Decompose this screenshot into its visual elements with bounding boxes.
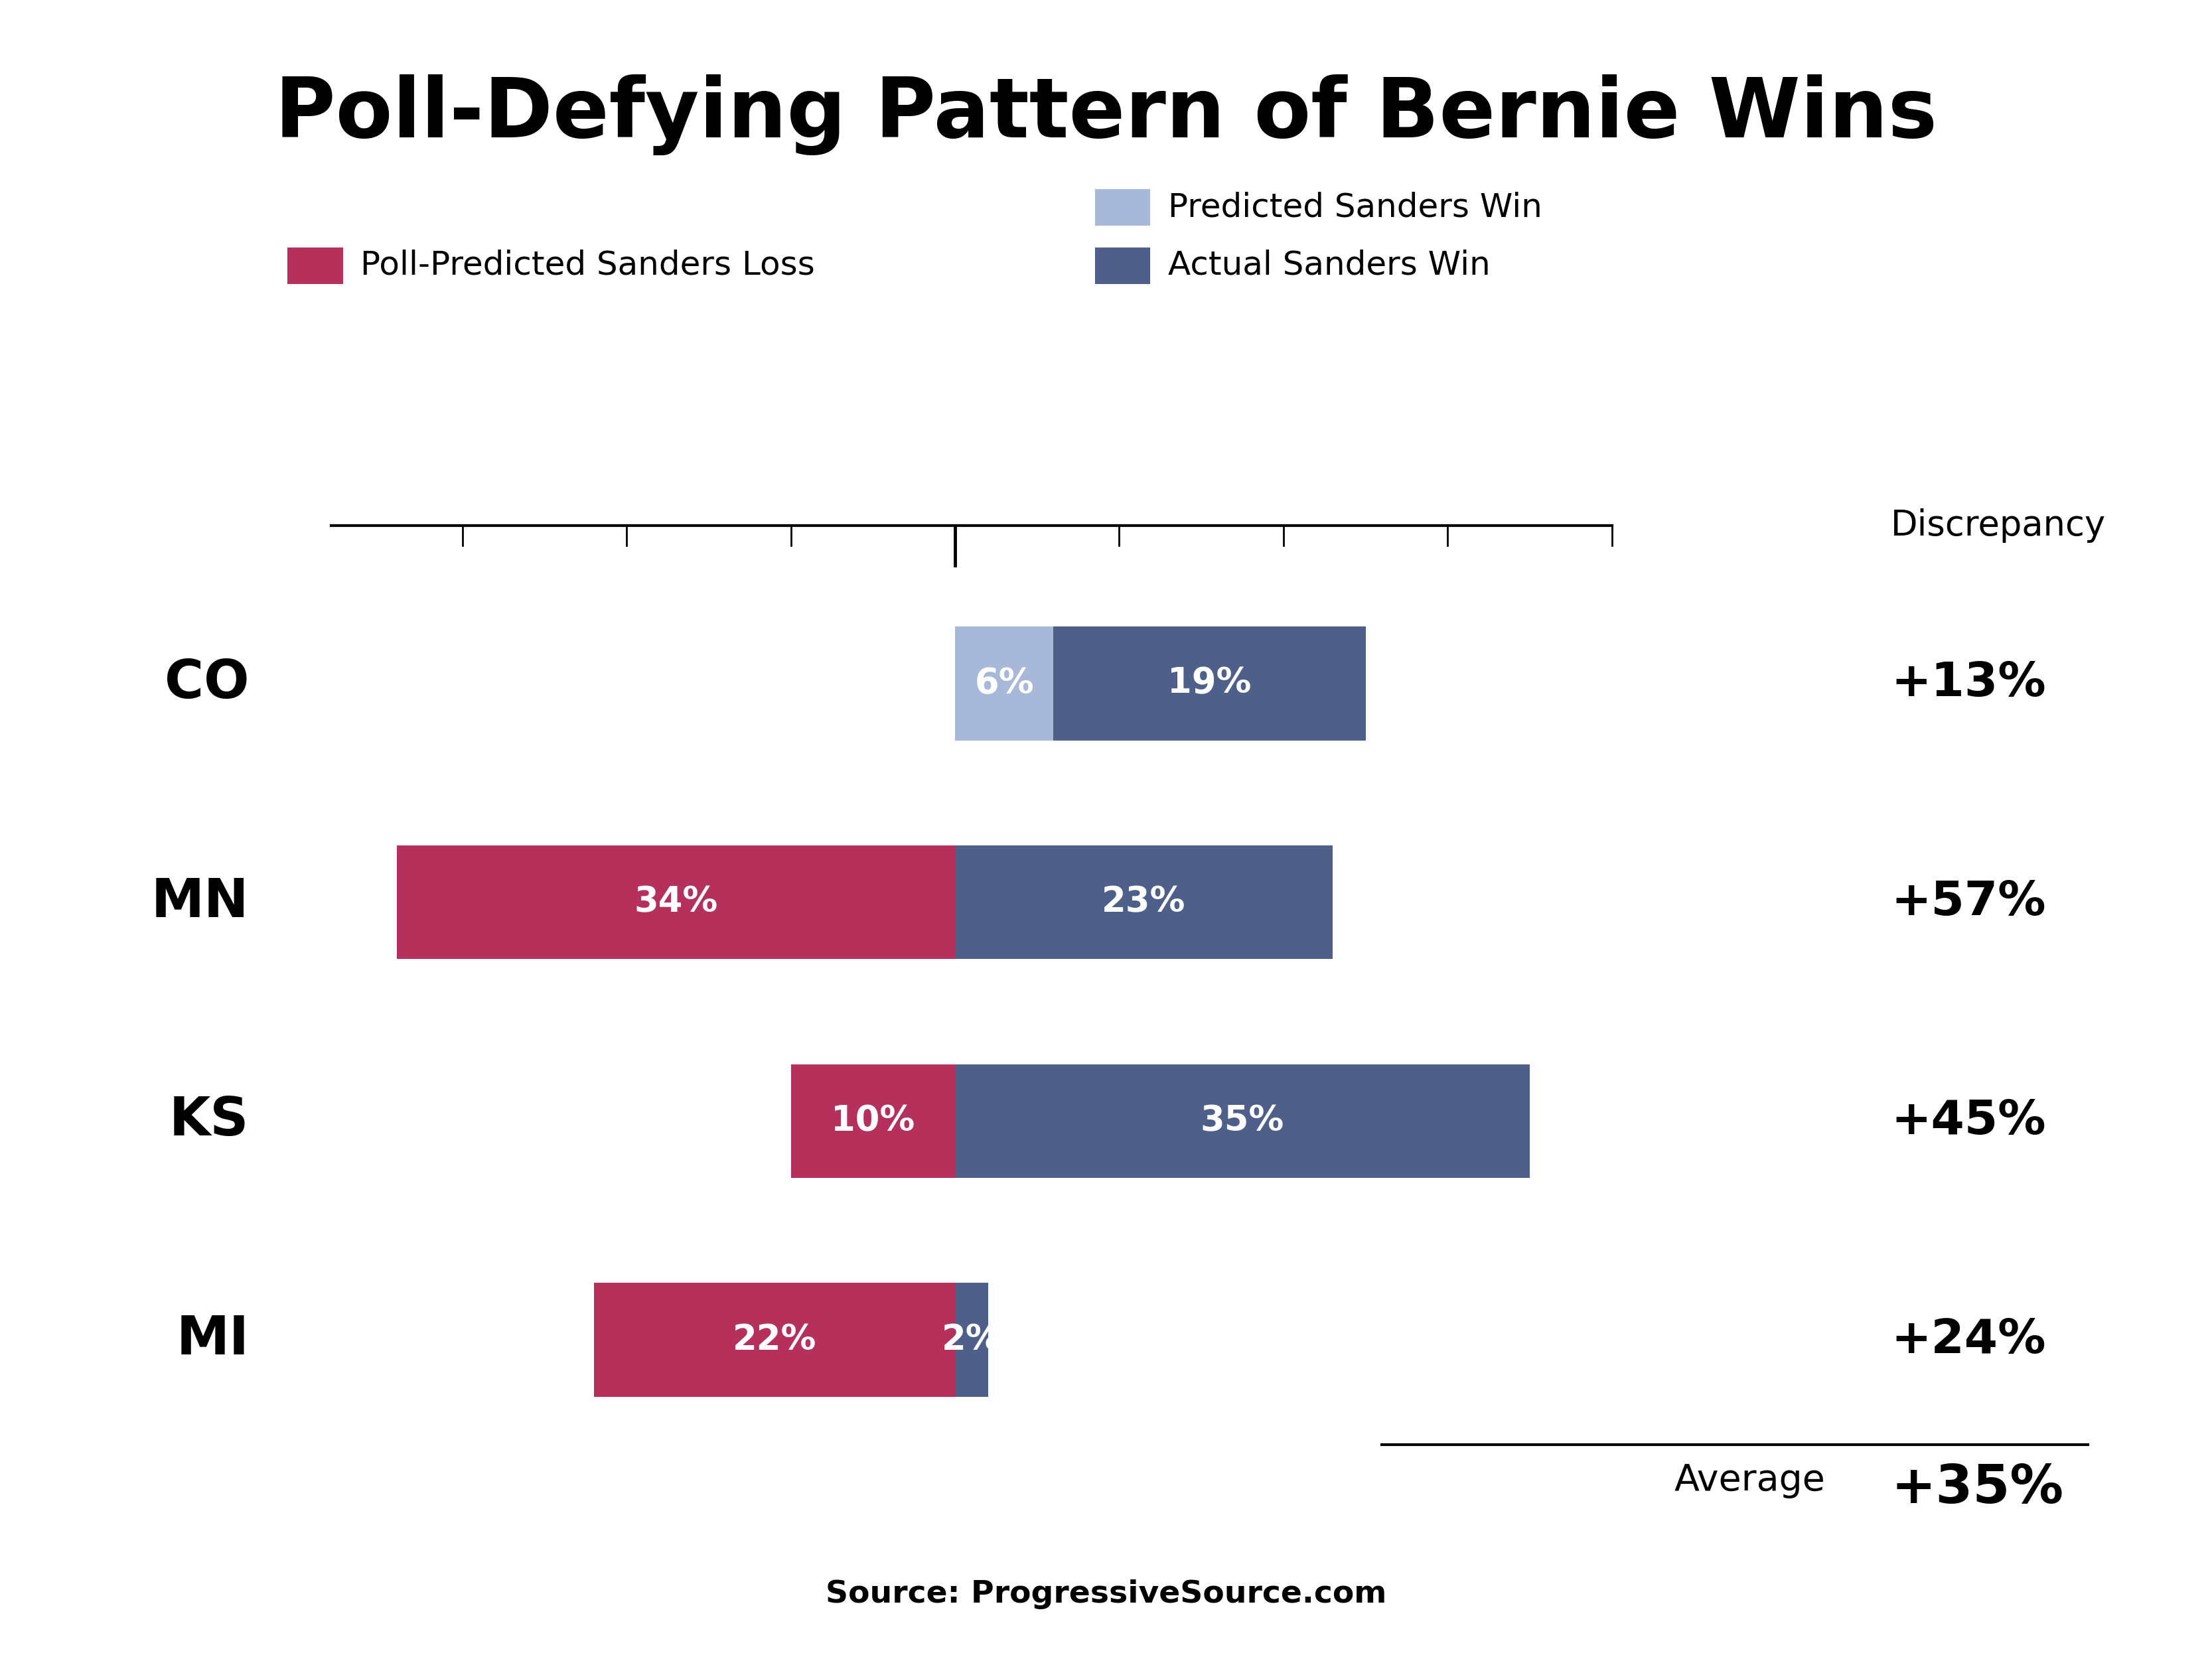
Text: 6%: 6% xyxy=(975,667,1033,700)
Bar xyxy=(593,1282,956,1397)
Text: 23%: 23% xyxy=(1102,884,1186,919)
Text: 35%: 35% xyxy=(1201,1103,1285,1138)
Text: 22%: 22% xyxy=(732,1322,816,1357)
Bar xyxy=(396,846,956,959)
Text: MI: MI xyxy=(177,1314,250,1365)
Text: 10%: 10% xyxy=(832,1103,916,1138)
Text: +35%: +35% xyxy=(1891,1463,2064,1515)
Text: Actual Sanders Win: Actual Sanders Win xyxy=(1168,249,1491,282)
Bar xyxy=(956,1063,1531,1178)
Text: Average: Average xyxy=(1674,1463,1825,1498)
Text: MN: MN xyxy=(150,876,250,927)
Bar xyxy=(792,1063,956,1178)
Bar xyxy=(956,846,1332,959)
Text: 34%: 34% xyxy=(635,884,719,919)
Text: KS: KS xyxy=(168,1095,250,1146)
Text: +45%: +45% xyxy=(1891,1098,2046,1145)
Text: +57%: +57% xyxy=(1891,879,2046,926)
Text: +13%: +13% xyxy=(1891,660,2046,707)
Text: Poll-Defying Pattern of Bernie Wins: Poll-Defying Pattern of Bernie Wins xyxy=(274,75,1938,156)
Text: 19%: 19% xyxy=(1168,667,1252,700)
Text: Discrepancy: Discrepancy xyxy=(1891,509,2106,542)
Bar xyxy=(1053,627,1365,740)
Text: Poll-Predicted Sanders Loss: Poll-Predicted Sanders Loss xyxy=(361,249,814,282)
Text: Source: ProgressiveSource.com: Source: ProgressiveSource.com xyxy=(825,1579,1387,1609)
Text: 2%: 2% xyxy=(942,1322,1002,1357)
Text: +24%: +24% xyxy=(1891,1317,2046,1362)
Text: CO: CO xyxy=(164,657,250,710)
Text: Predicted Sanders Win: Predicted Sanders Win xyxy=(1168,191,1542,224)
Bar xyxy=(956,627,1053,740)
Bar xyxy=(956,1282,989,1397)
